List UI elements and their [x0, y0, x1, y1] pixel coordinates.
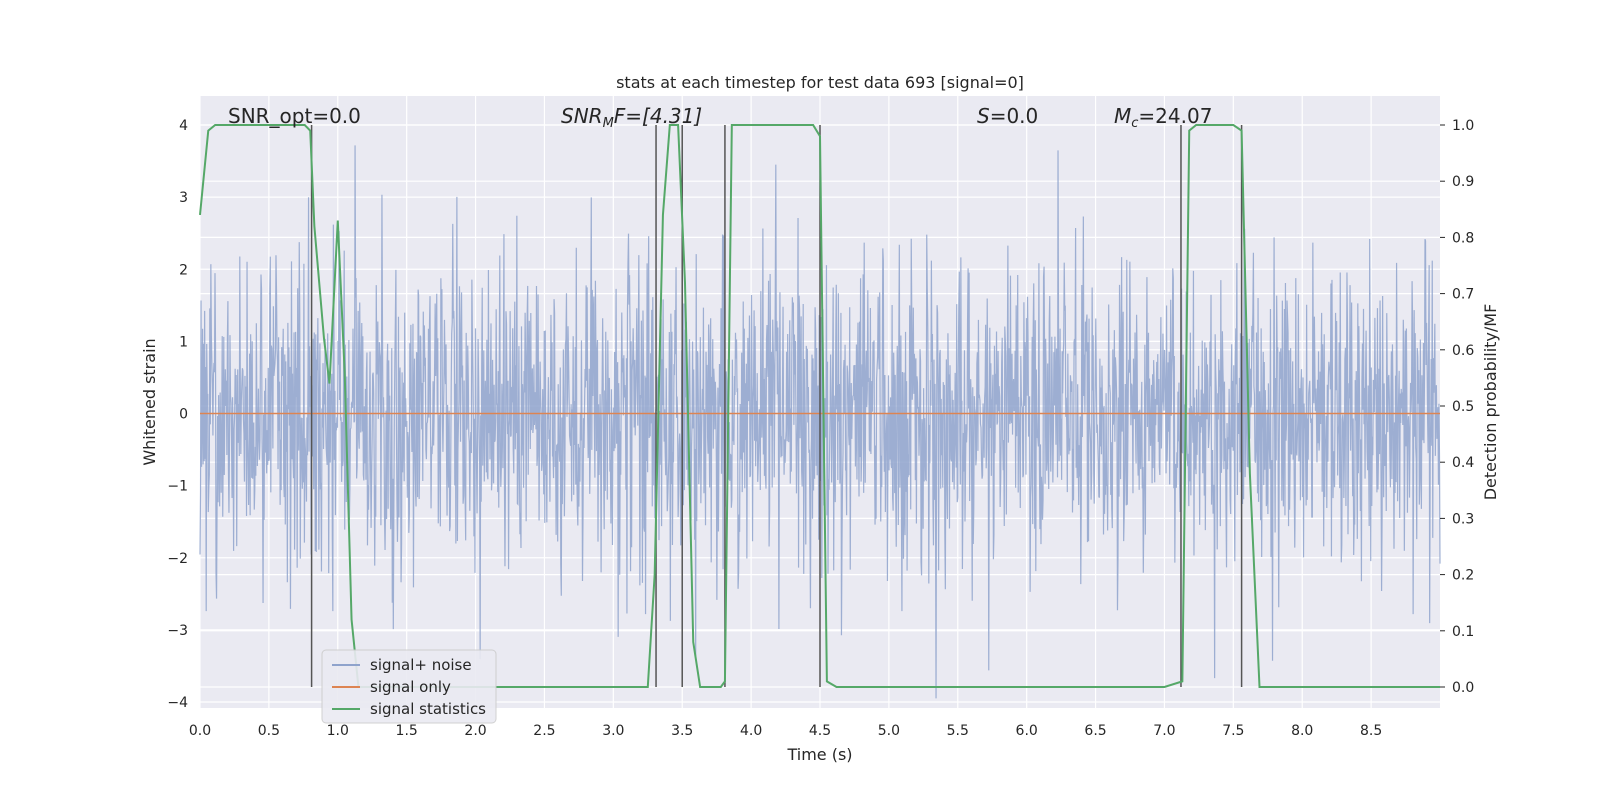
- y-tick-label: −3: [167, 623, 188, 639]
- annotation-mc-base: M: [1114, 104, 1131, 128]
- x-tick-label: 1.0: [327, 723, 349, 739]
- y-tick-label: 1: [179, 334, 188, 350]
- series-signal-statistics: [199, 124, 1440, 688]
- annotation-snr-mf: SNRMF=[4.31]: [561, 104, 702, 131]
- annotation-snr-mf-base: SNR: [561, 104, 603, 128]
- x-tick-label: 6.0: [1016, 723, 1038, 739]
- annotation-snr-mf-f: F=[4.31]: [614, 104, 702, 128]
- y-tick-label: 0: [179, 407, 188, 423]
- annotation-mc-sub: c: [1131, 116, 1138, 131]
- x-tick-label: 4.0: [740, 723, 762, 739]
- x-axis-ticks: 0.0 0.5 1.0 1.5 2.0 2.5 3.0 3.5 4.0 4.5 5.0 5.5 6.0 6…: [189, 723, 1382, 739]
- x-tick-label: 4.5: [809, 723, 831, 739]
- y-axis-label: Whitened strain: [140, 338, 159, 465]
- x-tick-label: 5.5: [947, 723, 969, 739]
- x-tick-label: 2.5: [533, 723, 555, 739]
- y-right-tick-label: 0.5: [1452, 399, 1474, 415]
- x-tick-label: 0.5: [258, 723, 280, 739]
- y-axis-ticks: 4 3 2 1 0 −1 −2 −3 −4: [167, 118, 188, 711]
- y-tick-label: −4: [167, 695, 188, 711]
- legend: signal+ noise signal only signal statist…: [321, 649, 497, 724]
- x-tick-label: 5.0: [878, 723, 900, 739]
- x-tick-label: 7.0: [1153, 723, 1175, 739]
- x-tick-label: 7.5: [1222, 723, 1244, 739]
- annotation-s-base: S: [977, 104, 990, 128]
- annotation-mc-value: =24.07: [1138, 104, 1212, 128]
- y-tick-label: 2: [179, 262, 188, 278]
- x-tick-label: 3.5: [671, 723, 693, 739]
- y-right-tick-label: 0.7: [1452, 287, 1474, 303]
- x-tick-label: 0.0: [189, 723, 211, 739]
- x-tick-label: 8.5: [1360, 723, 1382, 739]
- y-tick-label: 4: [179, 118, 188, 134]
- legend-label-signal-only: signal only: [370, 678, 451, 696]
- annotation-snr-opt: SNR_opt=0.0: [228, 104, 361, 128]
- y-tick-label: −1: [167, 479, 188, 495]
- x-axis-label: Time (s): [786, 745, 852, 764]
- y-right-axis-ticks: 1.0 0.9 0.8 0.7 0.6 0.5 0.4 0.3 0.2 0.1 0.0: [1440, 118, 1474, 696]
- annotation-s-value: =0.0: [990, 104, 1039, 128]
- x-tick-label: 6.5: [1084, 723, 1106, 739]
- x-tick-label: 8.0: [1291, 723, 1313, 739]
- chart-title: stats at each timestep for test data 693…: [616, 73, 1024, 92]
- y-right-tick-label: 1.0: [1452, 118, 1474, 134]
- y-right-tick-label: 0.9: [1452, 174, 1474, 190]
- y-tick-label: 3: [179, 190, 188, 206]
- y-right-axis-label: Detection probability/MF: [1481, 304, 1500, 501]
- annotation-mc: Mc=24.07: [1114, 104, 1212, 131]
- y-right-tick-label: 0.3: [1452, 511, 1474, 527]
- x-tick-label: 3.0: [602, 723, 624, 739]
- y-right-tick-label: 0.4: [1452, 455, 1474, 471]
- legend-label-signal-noise: signal+ noise: [370, 656, 472, 674]
- annotation-s: S=0.0: [977, 104, 1038, 128]
- legend-box: [321, 649, 497, 724]
- y-right-tick-label: 0.8: [1452, 230, 1474, 246]
- annotation-snr-mf-sub: M: [603, 116, 614, 131]
- y-right-tick-label: 0.2: [1452, 568, 1474, 584]
- y-right-tick-label: 0.0: [1452, 680, 1474, 696]
- y-tick-label: −2: [167, 551, 188, 567]
- x-tick-label: 1.5: [396, 723, 418, 739]
- legend-label-signal-statistics: signal statistics: [370, 700, 486, 718]
- y-right-tick-label: 0.1: [1452, 624, 1474, 640]
- y-right-tick-label: 0.6: [1452, 343, 1474, 359]
- x-tick-label: 2.0: [464, 723, 486, 739]
- series-line-signal-statistics: [199, 124, 1440, 688]
